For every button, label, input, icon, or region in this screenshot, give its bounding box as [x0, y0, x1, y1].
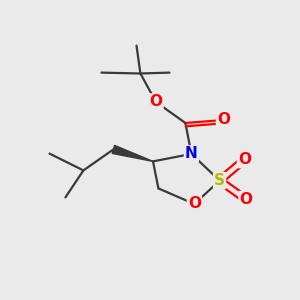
Text: N: N [185, 146, 198, 161]
Text: S: S [214, 173, 225, 188]
Text: O: O [239, 192, 253, 207]
Polygon shape [112, 146, 153, 161]
Text: O: O [188, 196, 201, 211]
Text: O: O [238, 152, 251, 167]
Text: O: O [149, 94, 163, 110]
Text: O: O [217, 112, 230, 128]
